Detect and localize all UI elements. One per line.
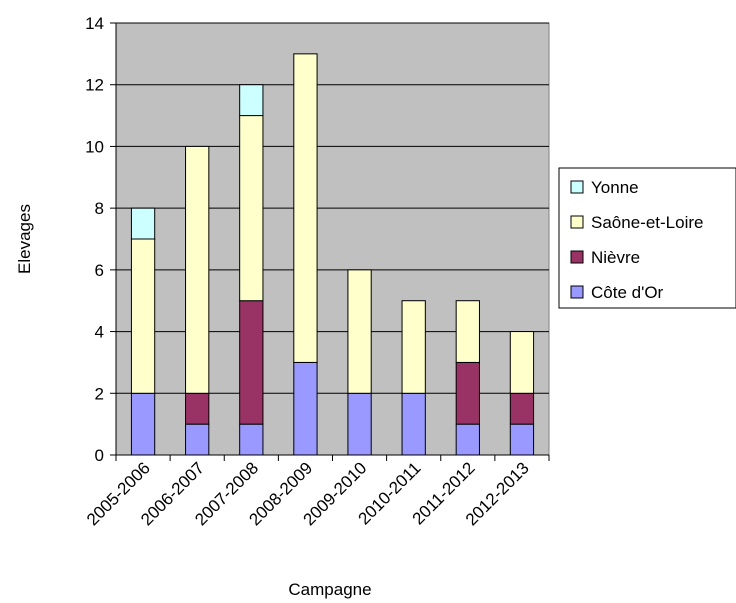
- bar-segment-4-0: [347, 392, 372, 456]
- y-tick-label: 10: [85, 137, 104, 156]
- legend-label: Côte d'Or: [591, 283, 664, 302]
- bar-segment-2-0: [239, 423, 264, 456]
- legend-label: Yonne: [591, 178, 639, 197]
- y-tick-label: 6: [95, 261, 104, 280]
- bar-segment-1-0: [185, 423, 210, 456]
- bar-segment-3-2: [293, 53, 318, 363]
- legend-label: Saône-et-Loire: [591, 213, 703, 232]
- bar-segment-5-0: [401, 392, 426, 456]
- legend-box: [558, 167, 736, 309]
- bar-segment-0-3: [130, 207, 156, 240]
- axes: [110, 22, 550, 461]
- x-tick-labels: 2005-20062006-20072007-20082008-20092009…: [83, 458, 533, 529]
- bar-segment-1-2: [185, 145, 210, 394]
- bar-segment-2-3: [239, 84, 264, 117]
- plot-area: [115, 22, 550, 456]
- bar-segment-1-1: [185, 392, 210, 425]
- bar-segment-5-2: [401, 300, 426, 394]
- bar-segment-6-2: [455, 300, 480, 363]
- bars: [130, 53, 535, 456]
- y-tick-label: 8: [95, 199, 104, 218]
- bar-segment-3-0: [293, 361, 318, 456]
- bar-segment-0-2: [130, 238, 156, 394]
- bar-segment-4-2: [347, 269, 372, 394]
- y-tick-label: 4: [95, 323, 104, 342]
- x-axis-title: Campagne: [288, 580, 371, 599]
- bar-segment-7-1: [509, 392, 535, 425]
- bar-segment-0-0: [130, 392, 156, 456]
- bar-segment-7-0: [509, 423, 535, 456]
- y-tick-labels: 0 2 4 6 8 10 12 14: [85, 14, 104, 465]
- bar-segment-2-2: [239, 115, 264, 302]
- y-axis-title: Elevages: [15, 204, 34, 274]
- y-tick-label: 14: [85, 14, 104, 33]
- bar-segment-2-1: [239, 300, 264, 425]
- bar-segment-6-1: [455, 361, 480, 425]
- y-tick-label: 0: [95, 446, 104, 465]
- legend-swatch: [570, 215, 584, 229]
- legend: Yonne Saône-et-Loire Nièvre Côte d'Or: [558, 167, 736, 309]
- legend-label: Nièvre: [591, 248, 640, 267]
- y-tick-label: 2: [95, 384, 104, 403]
- legend-swatch: [570, 250, 584, 264]
- bar-segment-7-2: [509, 331, 535, 394]
- legend-swatch: [570, 180, 584, 194]
- bar-segment-6-0: [455, 423, 480, 456]
- y-tick-label: 12: [85, 76, 104, 95]
- legend-swatch: [570, 285, 584, 299]
